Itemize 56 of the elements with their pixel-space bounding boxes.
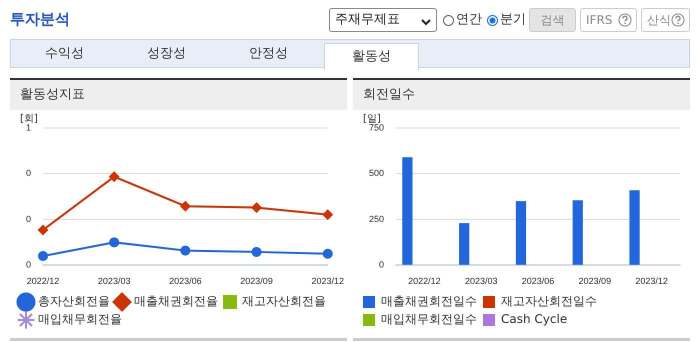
point bbox=[252, 246, 262, 257]
y-axis-title: [일] bbox=[363, 114, 381, 125]
x-tick-label: 2023/06 bbox=[169, 276, 202, 286]
y-tick-label: 0 bbox=[26, 214, 32, 224]
x-tick-label: 2023/03 bbox=[98, 276, 130, 286]
x-tick-label: 2023/12 bbox=[311, 276, 344, 286]
bar bbox=[402, 157, 412, 265]
text: 주재무제표 bbox=[329, 8, 437, 32]
y-tick-label: 0 bbox=[379, 260, 384, 270]
point bbox=[322, 248, 333, 259]
x-tick-label: 2023/12 bbox=[635, 276, 668, 286]
text: 연간 bbox=[456, 11, 482, 28]
y-tick-label: 500 bbox=[368, 168, 384, 178]
text: 활동성 bbox=[324, 43, 419, 70]
y-tick-label: 250 bbox=[368, 214, 384, 224]
x-tick-label: 2022/12 bbox=[408, 276, 441, 286]
chart-title: 회전일수 bbox=[353, 80, 690, 110]
legend-label: 총자산회전율 bbox=[38, 294, 110, 308]
point bbox=[109, 172, 120, 182]
x-tick-label: 2023/09 bbox=[240, 276, 273, 286]
text: 성장성 bbox=[146, 45, 187, 63]
bar bbox=[516, 201, 526, 265]
legend-label: 재고자산회전율 bbox=[242, 294, 326, 308]
x-tick-label: 2023/09 bbox=[578, 276, 612, 286]
text: 검색 bbox=[529, 8, 576, 32]
point bbox=[109, 237, 120, 248]
y-tick-label: 0 bbox=[26, 260, 32, 270]
y-axis-title: [회] bbox=[20, 114, 38, 125]
legend-label: 매출채권회전율 bbox=[134, 294, 218, 308]
legend-label: 재고자산회전일수 bbox=[501, 294, 597, 308]
point bbox=[180, 201, 190, 212]
y-tick-label: 0 bbox=[26, 168, 32, 178]
legend-label: 매입채무회전율 bbox=[38, 312, 122, 326]
text: 분기 bbox=[500, 11, 526, 28]
point bbox=[322, 210, 333, 220]
legend-label: 매입채무회전일수 bbox=[381, 312, 477, 326]
text: 수익성 bbox=[44, 45, 85, 63]
text: 투자분석 bbox=[10, 10, 70, 29]
point bbox=[252, 202, 262, 213]
y-tick-label: 750 bbox=[368, 122, 384, 132]
legend-label: Cash Cycle bbox=[501, 312, 568, 326]
bar bbox=[459, 223, 470, 265]
point bbox=[180, 246, 190, 256]
text: 산식 bbox=[641, 8, 690, 32]
x-tick-label: 2022/12 bbox=[26, 276, 60, 286]
bar bbox=[572, 200, 583, 265]
x-tick-label: 2023/06 bbox=[522, 276, 554, 286]
point bbox=[38, 224, 48, 235]
x-tick-label: 2023/03 bbox=[464, 276, 498, 286]
legend-label: 매출채권회전일수 bbox=[381, 294, 477, 308]
bar bbox=[629, 190, 640, 265]
text: IFRS bbox=[580, 8, 637, 32]
chart-title: 활동성지표 bbox=[10, 80, 347, 110]
point bbox=[38, 251, 48, 262]
text: 안정성 bbox=[248, 45, 289, 63]
y-tick-label: 1 bbox=[26, 122, 32, 132]
